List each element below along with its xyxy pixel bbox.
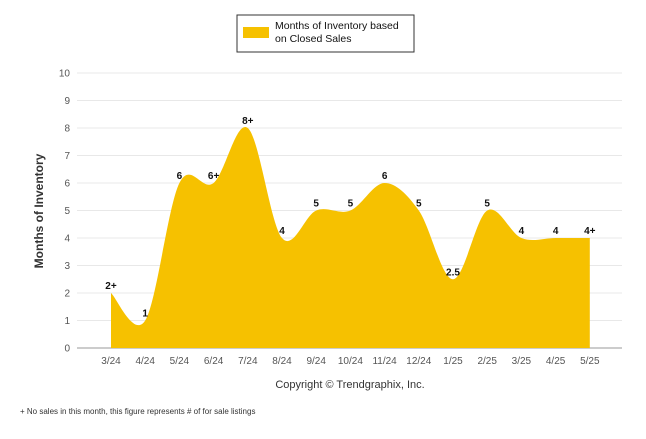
y-tick-label: 8 [64,124,70,135]
x-tick-label: 10/24 [338,356,363,367]
x-tick-label: 4/24 [135,356,155,367]
x-tick-label: 9/24 [306,356,326,367]
y-tick-label: 6 [64,179,70,190]
x-tick-label: 5/24 [170,356,190,367]
data-label: 6+ [208,171,220,182]
legend-swatch [243,27,269,38]
area-layer [111,126,590,348]
x-tick-label: 3/25 [512,356,532,367]
series-area [111,126,590,348]
y-tick-label: 1 [64,316,70,327]
y-tick-label: 3 [64,261,70,272]
data-label: 4 [553,226,559,237]
y-axis-title: Months of Inventory [32,153,46,268]
y-tick-label: 5 [64,206,70,217]
data-label: 2.5 [446,267,460,278]
data-label: 5 [416,199,422,210]
y-tick-label: 10 [59,69,71,80]
x-tick-label: 11/24 [372,356,397,367]
x-tick-label: 1/25 [443,356,463,367]
x-tick-label: 12/24 [406,356,431,367]
footnote: + No sales in this month, this figure re… [20,407,256,416]
x-tick-label: 5/25 [580,356,600,367]
data-label: 1 [142,309,148,320]
data-label: 5 [313,199,319,210]
x-tick-label: 8/24 [272,356,292,367]
y-tick-label: 0 [64,344,70,355]
y-tick-label: 4 [64,234,70,245]
data-label: 4 [279,226,285,237]
y-tick-label: 7 [64,151,70,162]
x-tick-label: 7/24 [238,356,258,367]
legend-label-line1: Months of Inventory based [275,20,399,32]
x-tick-label: 3/24 [101,356,121,367]
x-tick-label: 6/24 [204,356,224,367]
y-tick-label: 2 [64,289,70,300]
axis-layer: 0 1 2 3 4 5 6 7 8 9 10 3/24 4/24 5/24 6/24 7/24 8/24 9/24… [32,69,600,392]
data-label: 6 [382,171,388,182]
label-layer: 2+ 1 6 6+ 8+ 4 5 5 6 5 2.5 5 4 4 4+ [105,116,595,320]
data-label: 8+ [242,116,254,127]
data-label: 4 [519,226,525,237]
data-label: 2+ [105,281,117,292]
data-label: 6 [177,171,183,182]
data-label: 5 [484,199,490,210]
x-tick-label: 2/25 [477,356,497,367]
x-tick-label: 4/25 [546,356,566,367]
legend-label-line2: on Closed Sales [275,33,351,45]
data-label: 5 [348,199,354,210]
x-axis-title: Copyright © Trendgraphix, Inc. [275,379,424,391]
y-tick-label: 9 [64,96,70,107]
data-label: 4+ [584,226,596,237]
